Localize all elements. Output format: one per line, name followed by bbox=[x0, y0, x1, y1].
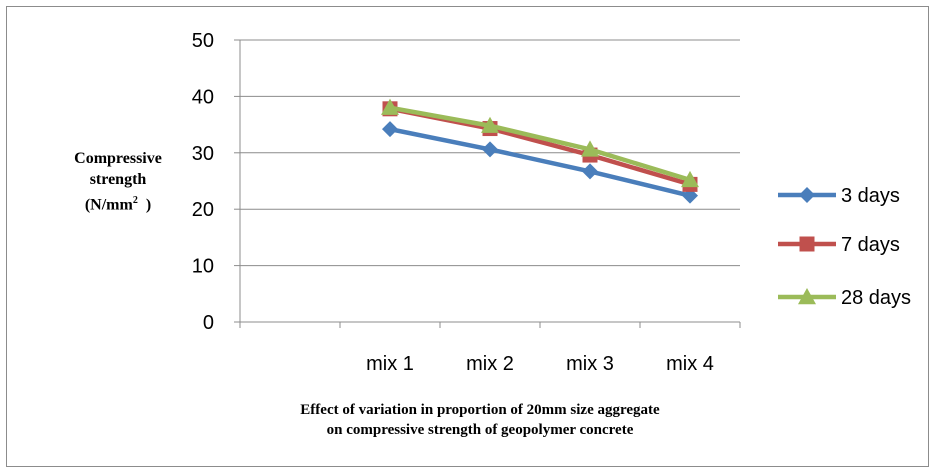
y-axis-unit: (N/mm bbox=[84, 196, 133, 214]
data-point bbox=[681, 170, 699, 188]
y-axis-unit-exponent: 2 bbox=[132, 195, 138, 206]
x-axis-label-line-1: Effect of variation in proportion of 20m… bbox=[300, 402, 660, 418]
legend-label: 28 days bbox=[841, 287, 911, 309]
y-axis-label: Compressive strength (N/mm2 ) bbox=[38, 148, 198, 215]
series-line bbox=[389, 106, 691, 187]
y-tick-label: 20 bbox=[192, 199, 214, 221]
series-line bbox=[389, 105, 691, 183]
data-point bbox=[482, 141, 498, 158]
chart-frame bbox=[6, 6, 929, 467]
x-tick-label: mix 2 bbox=[466, 353, 514, 375]
x-tick-label: mix 4 bbox=[666, 353, 714, 375]
y-tick-label: 30 bbox=[192, 143, 214, 165]
y-axis-label-line-3: (N/mm2 ) bbox=[38, 190, 198, 215]
data-point bbox=[481, 116, 499, 133]
y-tick-label: 0 bbox=[203, 312, 214, 334]
x-tick-label: mix 3 bbox=[566, 353, 614, 375]
legend-marker bbox=[798, 288, 816, 305]
x-axis-label-line-2: on compressive strength of geopolymer co… bbox=[326, 422, 634, 438]
y-tick-label: 10 bbox=[192, 256, 214, 278]
series-line bbox=[389, 126, 691, 198]
x-axis-label: Effect of variation in proportion of 20m… bbox=[200, 400, 760, 440]
legend-marker bbox=[799, 236, 815, 252]
y-axis-label-line-2: strength bbox=[89, 171, 147, 188]
data-point bbox=[582, 163, 598, 180]
y-tick-label: 50 bbox=[192, 30, 214, 52]
data-point bbox=[381, 98, 399, 115]
y-tick-label: 40 bbox=[192, 86, 214, 108]
legend-label: 3 days bbox=[841, 185, 900, 207]
data-point bbox=[382, 121, 398, 138]
legend-label: 7 days bbox=[841, 234, 900, 256]
x-tick-label: mix 1 bbox=[366, 353, 414, 375]
y-axis-unit-close: ) bbox=[145, 196, 152, 214]
data-point bbox=[581, 140, 599, 157]
y-axis-label-line-1: Compressive bbox=[74, 150, 162, 167]
legend-marker bbox=[799, 187, 815, 203]
